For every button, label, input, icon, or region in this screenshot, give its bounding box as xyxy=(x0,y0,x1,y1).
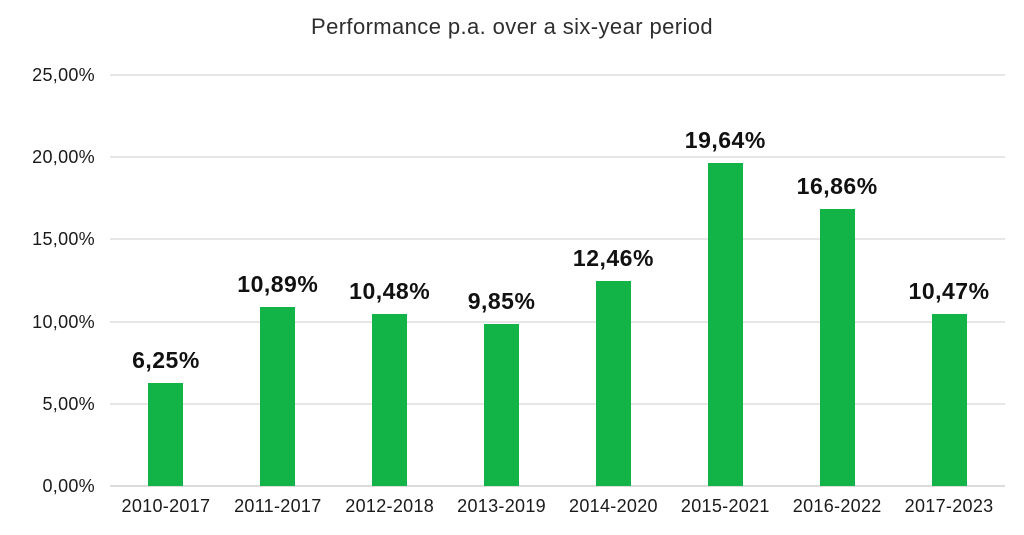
x-axis-tick-label: 2014-2020 xyxy=(569,496,658,516)
gridline xyxy=(110,238,1005,241)
bar xyxy=(707,163,743,486)
x-axis-tick-label: 2015-2021 xyxy=(680,496,770,516)
bar xyxy=(484,324,520,486)
bar xyxy=(372,313,408,486)
bar-value-label: 10,48% xyxy=(349,277,431,304)
gridline xyxy=(110,402,1005,405)
x-axis-tick-label: 2017-2023 xyxy=(904,496,994,516)
x-axis-line xyxy=(110,485,1005,487)
x-axis-tick-label: 2012-2018 xyxy=(345,496,435,516)
chart-title: Performance p.a. over a six-year period xyxy=(311,14,713,39)
y-axis-tick-label: 15,00% xyxy=(32,229,95,250)
gridline xyxy=(110,156,1005,159)
gridline xyxy=(110,74,1005,76)
x-axis-tick-label: 2010-2017 xyxy=(121,496,211,516)
bar-value-label: 16,86% xyxy=(796,172,878,199)
gridline xyxy=(110,320,1005,323)
bar-value-label: 6,25% xyxy=(132,347,200,374)
bar-value-label: 19,64% xyxy=(684,127,766,154)
y-axis-tick-label: 20,00% xyxy=(32,147,95,168)
x-axis-tick-label: 2011-2017 xyxy=(234,496,322,516)
x-axis-tick-label: 2013-2019 xyxy=(457,496,546,516)
y-axis-tick-label: 25,00% xyxy=(32,65,95,85)
bar xyxy=(931,313,967,486)
bar xyxy=(148,383,184,486)
bar xyxy=(595,281,631,486)
bar-value-label: 12,46% xyxy=(572,245,654,272)
bar xyxy=(819,208,855,486)
bar-value-label: 9,85% xyxy=(467,288,536,315)
bar xyxy=(260,306,296,486)
y-axis-tick-label: 10,00% xyxy=(32,311,95,332)
bar-value-label: 10,47% xyxy=(908,277,990,304)
x-axis-tick-label: 2016-2022 xyxy=(792,496,882,516)
y-axis-tick-label: 5,00% xyxy=(42,393,95,414)
bar-value-label: 10,89% xyxy=(237,270,319,297)
y-axis-tick-label: 0,00% xyxy=(42,476,95,496)
